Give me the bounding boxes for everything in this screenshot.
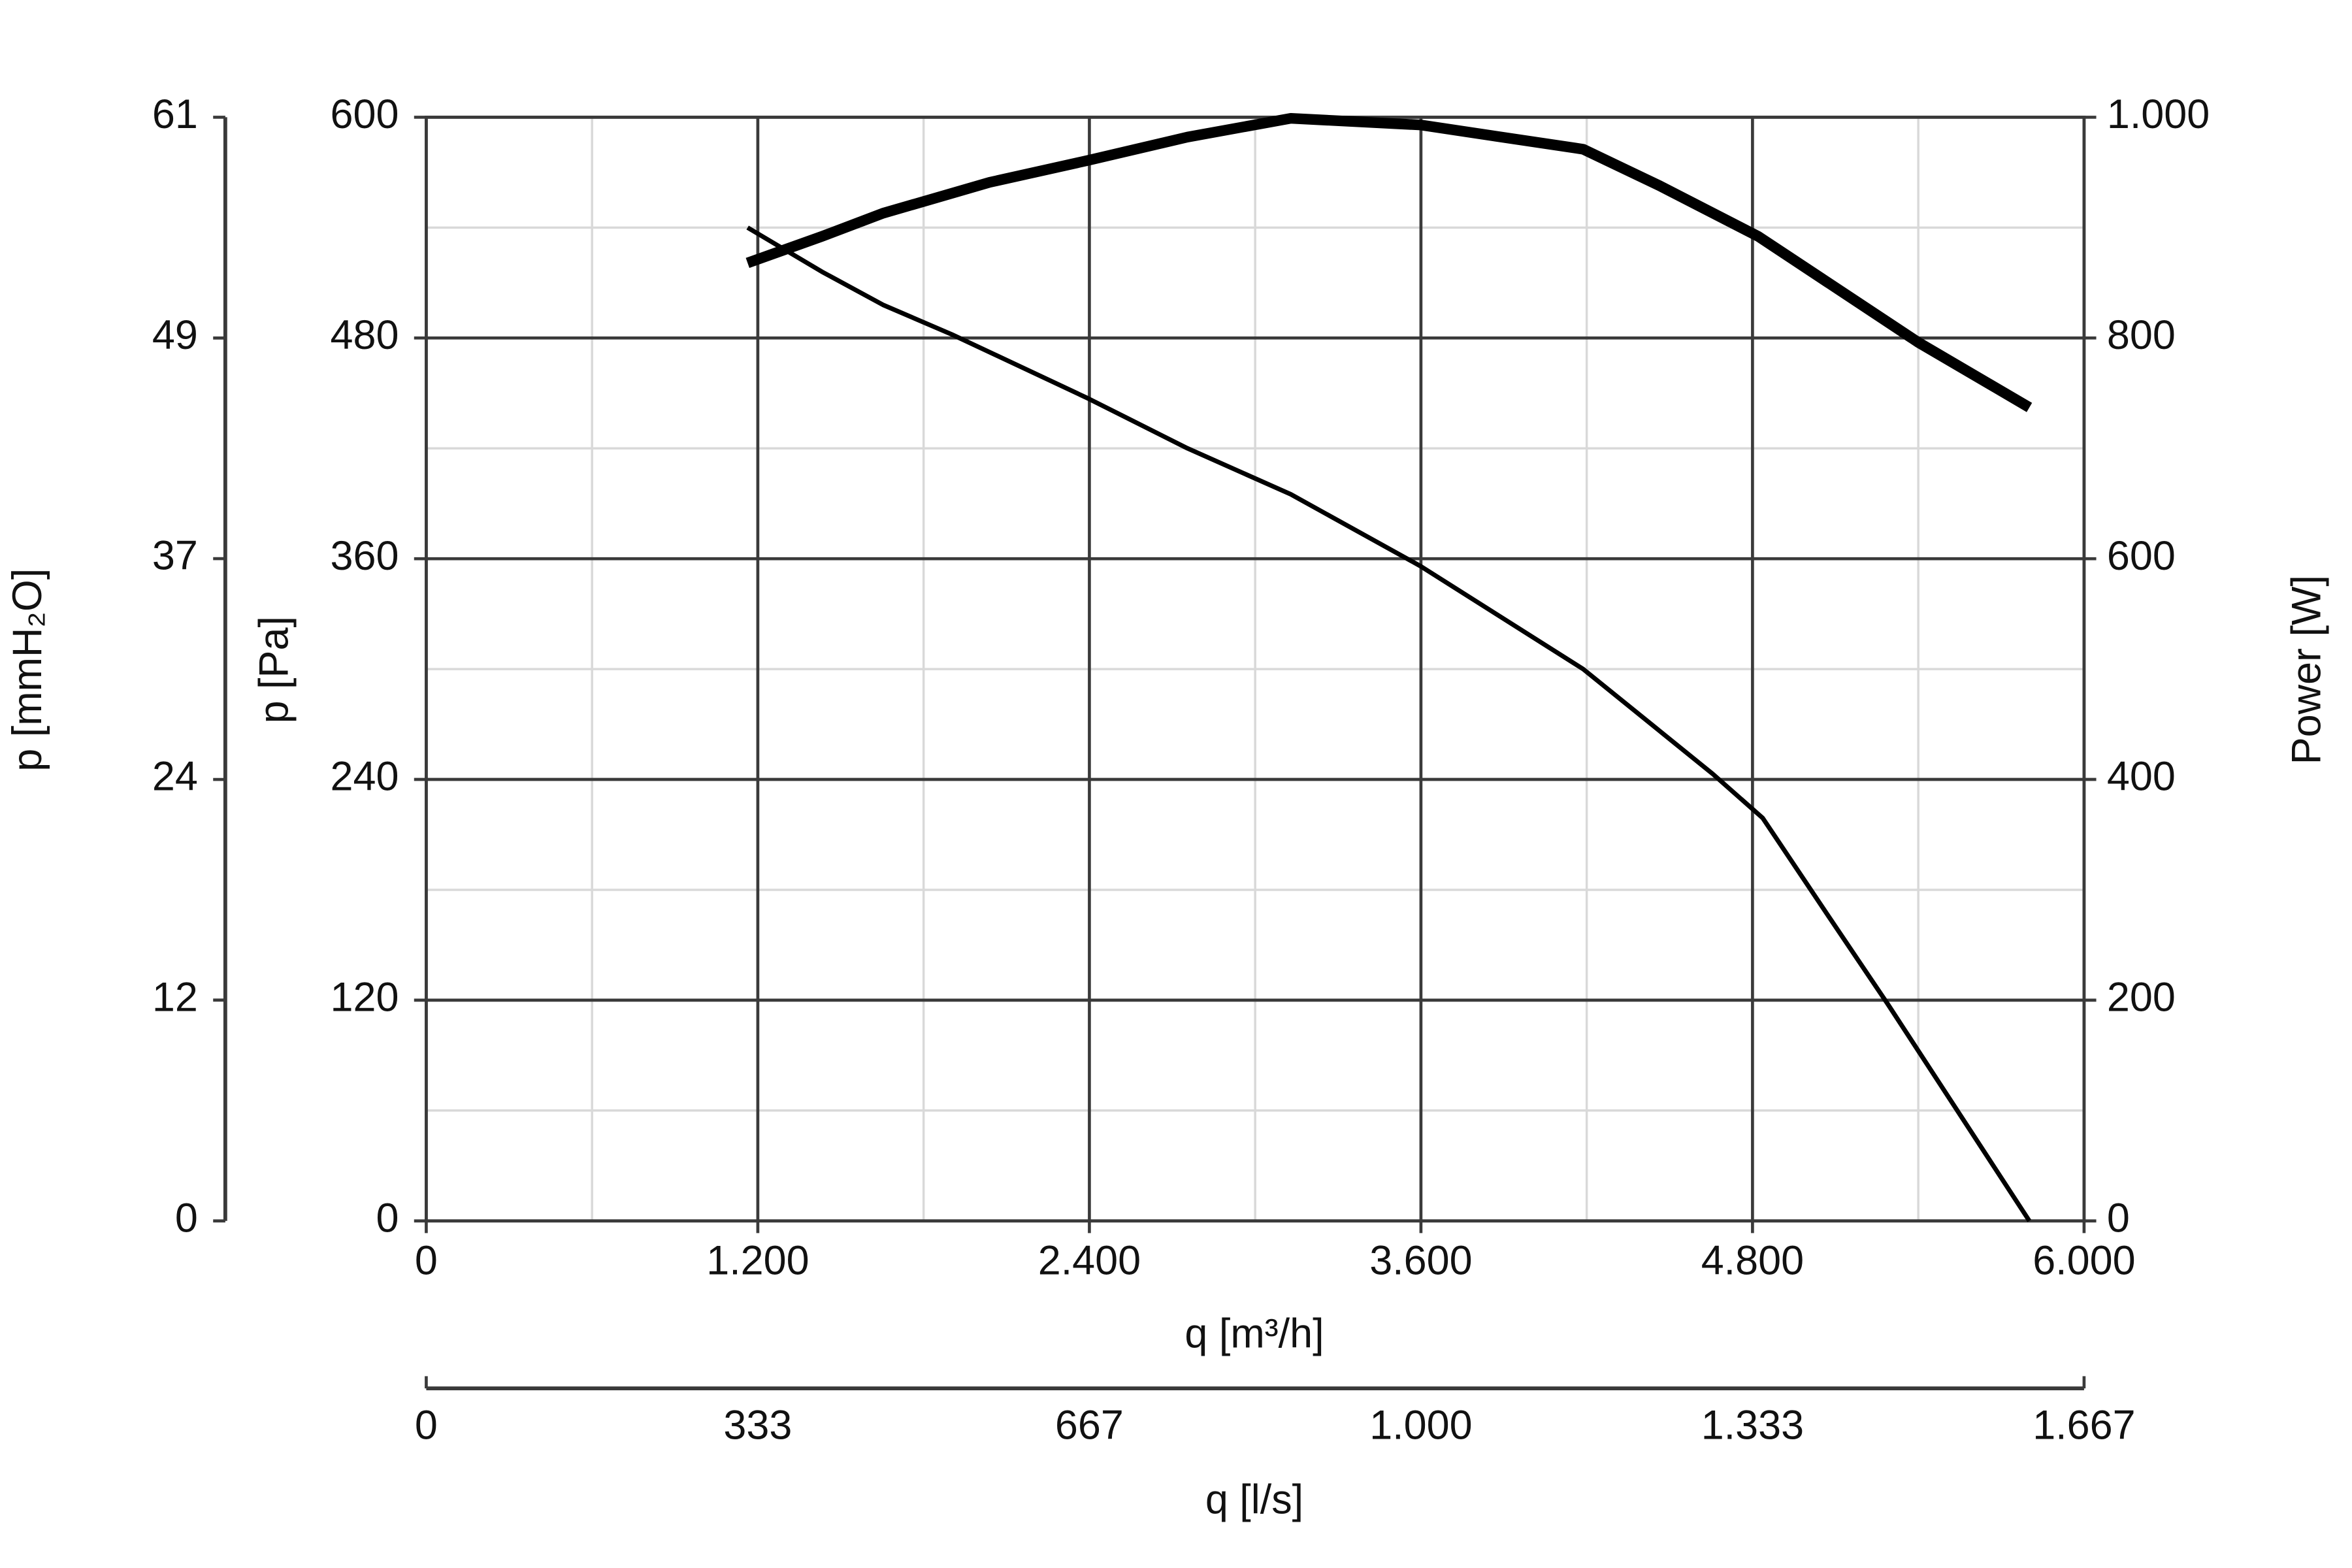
x2-tick-label: 1.333	[1701, 1402, 1804, 1448]
x-tick-label: 4.800	[1701, 1238, 1804, 1284]
y3-tick-label: 61	[152, 91, 198, 137]
y3-tick-label: 24	[152, 754, 198, 800]
x-tick-label: 3.600	[1369, 1238, 1472, 1284]
y-tick-label: 240	[331, 754, 399, 800]
y2-tick-label: 1.000	[2107, 91, 2210, 137]
x2-tick-label: 1.667	[2033, 1402, 2135, 1448]
y3-tick-label: 49	[152, 312, 198, 358]
y2-tick-label: 400	[2107, 754, 2176, 800]
x-tick-label: 0	[415, 1238, 438, 1284]
y-axis-label: p [Pa]	[252, 616, 297, 723]
y2-tick-label: 200	[2107, 974, 2176, 1020]
y-tick-label: 0	[376, 1195, 399, 1241]
y-tick-label: 480	[331, 312, 399, 358]
x2-tick-label: 667	[1055, 1402, 1124, 1448]
y2-axis-label: Power [W]	[2283, 575, 2329, 764]
x2-tick-label: 1.000	[1369, 1402, 1472, 1448]
x-tick-label: 1.200	[706, 1238, 809, 1284]
y2-tick-label: 600	[2107, 533, 2176, 579]
y-tick-label: 360	[331, 533, 399, 579]
y2-tick-label: 800	[2107, 312, 2176, 358]
y-tick-label: 120	[331, 974, 399, 1020]
x2-axis-label: q [l/s]	[1205, 1477, 1303, 1522]
x-axis-label: q [m³/h]	[1184, 1311, 1324, 1356]
x-tick-label: 6.000	[2033, 1238, 2135, 1284]
y3-tick-label: 37	[152, 533, 198, 579]
y3-axis-label: p [mmH₂O]	[5, 568, 50, 772]
x2-tick-label: 0	[415, 1402, 438, 1448]
y3-tick-label: 12	[152, 974, 198, 1020]
y2-tick-label: 0	[2107, 1195, 2130, 1241]
y3-tick-label: 0	[175, 1195, 198, 1241]
x-tick-label: 2.400	[1038, 1238, 1141, 1284]
x2-tick-label: 333	[723, 1402, 792, 1448]
data-line	[745, 112, 2033, 412]
data-line	[746, 225, 2032, 1222]
plot-frame	[425, 116, 2086, 1223]
y-tick-label: 600	[331, 91, 399, 137]
